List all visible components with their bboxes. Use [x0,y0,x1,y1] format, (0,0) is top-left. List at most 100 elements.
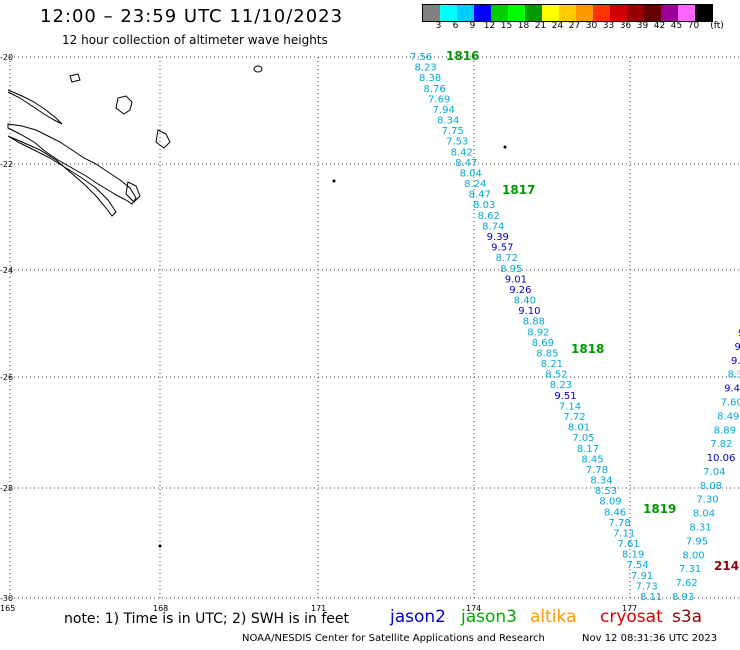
legend-swatch [457,5,474,21]
legend-swatch [661,5,678,21]
wave-height-value: 8.72 [496,253,518,264]
wave-height-value: 8.92 [527,327,549,338]
legend-swatch [423,5,440,21]
wave-height-value: 8.93 [672,592,694,603]
lat-label: -24 [0,266,13,275]
wave-height-value: 8.34 [437,116,459,127]
wave-height-value: 7.62 [675,578,697,589]
legend-swatch [593,5,610,21]
track-time-label: 1819 [643,502,676,516]
small-islands [158,145,507,548]
wave-height-value: 7.75 [442,126,464,137]
track-time-label: 1816 [446,49,479,63]
legend-label: 39 [636,21,649,31]
wave-height-value: 7.53 [446,137,468,148]
wave-height-value: 8.46 [604,507,626,518]
wave-height-value: 8.24 [464,179,486,190]
wave-height-value: 9 [738,328,740,339]
altimeter-track-2: 9 9. 9. 8.3 9.4 7.60 8.49 8.89 7.82 10.06 7.04 8.08… [672,328,740,603]
wave-height-value: 8.95 [500,264,522,275]
wave-height-value: 8.34 [590,476,612,487]
wave-height-value: 8.3 [728,370,740,381]
wave-height-value: 8.09 [599,497,621,508]
footer-note: note: 1) Time is in UTC; 2) SWH is in fe… [64,611,350,627]
coastline-isle-1 [115,95,133,115]
wave-height-value: 8.21 [541,359,563,370]
wave-height-value: 7.05 [572,433,594,444]
wave-height-value: 8.40 [514,296,536,307]
wave-height-value: 8.04 [693,509,715,520]
wave-height-value: 7.72 [563,412,585,423]
color-legend-labels: 3 6 9 12 15 18 21 24 27 30 33 36 39 42 45 70 (ft) [422,21,732,31]
legend-label: 3 [435,21,442,31]
sat-label-altika: altika [530,607,577,627]
color-legend [422,4,713,22]
legend-label: 21 [534,21,547,31]
legend-label: 42 [653,21,666,31]
coastline-isle-2 [155,129,171,149]
wave-height-value: 7.31 [679,564,701,575]
coastline-new-caledonia-outer [7,135,117,217]
wave-height-value: 7.54 [626,560,648,571]
wave-height-value: 7.91 [631,571,653,582]
coastline-isle-3 [125,181,141,203]
wave-height-value: 8.23 [415,63,437,74]
track-time-label: 1818 [571,342,604,356]
wave-height-value: 9.26 [509,285,531,296]
legend-label: 70 [687,21,700,31]
wave-height-value: 8.01 [568,423,590,434]
legend-swatch [576,5,593,21]
coastline-isle-4 [253,65,263,73]
wave-height-value: 7.56 [410,52,432,63]
coastline-isle-5 [69,73,81,83]
legend-label: 12 [483,21,496,31]
lon-label: 168 [153,604,168,613]
wave-height-value: 9. [735,342,740,353]
altimeter-track-1: 7.568.238.388.767.697.948.347.757.538.42… [410,52,662,603]
wave-height-value: 8.88 [523,317,545,328]
wave-height-value: 7.82 [710,439,732,450]
wave-height-value: 8.42 [451,147,473,158]
wave-height-value: 8.45 [581,454,603,465]
legend-swatch [491,5,508,21]
lat-label: -20 [0,53,13,62]
wave-height-value: 7.30 [696,495,718,506]
wave-height-value: 7.94 [433,105,455,116]
wave-height-value: 8.47 [469,190,491,201]
wave-height-value: 10.06 [707,453,736,464]
wave-height-value: 8.49 [717,411,739,422]
legend-swatch [440,5,457,21]
wave-height-value: 7.61 [617,539,639,550]
credit-text: NOAA/NESDIS Center for Satellite Applica… [242,633,545,644]
sat-label-jason3: jason3 [461,607,517,627]
track-time-label: 214 [714,559,739,573]
wave-height-value: 8.38 [419,73,441,84]
wave-height-value: 8.76 [424,84,446,95]
legend-label: 9 [469,21,476,31]
wave-height-value: 8.31 [689,523,711,534]
lon-label: 165 [0,604,15,613]
legend-label: 6 [452,21,459,31]
wave-height-value: 8.85 [536,348,558,359]
wave-height-value: 9.39 [487,232,509,243]
wave-height-value: 9.01 [505,274,527,285]
lat-label: -28 [0,484,13,493]
wave-height-value: 8.62 [478,211,500,222]
legend-label: 27 [568,21,581,31]
wave-height-value: 9.4 [724,384,740,395]
wave-height-value: 7.14 [559,401,581,412]
wave-height-value: 7.11 [613,528,635,539]
wave-height-value: 7.78 [608,518,630,529]
sat-label-s3a: s3a [672,607,703,627]
wave-height-value: 8.69 [532,338,554,349]
wave-height-value: 8.53 [595,486,617,497]
wave-height-value: 8.17 [577,444,599,455]
legend-label: 18 [517,21,530,31]
wave-height-value: 8.74 [482,221,504,232]
legend-swatch [695,5,712,21]
wave-height-value: 8.00 [682,550,704,561]
legend-label: 24 [551,21,564,31]
sat-label-jason2: jason2 [390,607,446,627]
lon-label: 171 [311,604,326,613]
latitude-labels: -20 -22 -24 -26 -28 -30 [0,53,13,603]
